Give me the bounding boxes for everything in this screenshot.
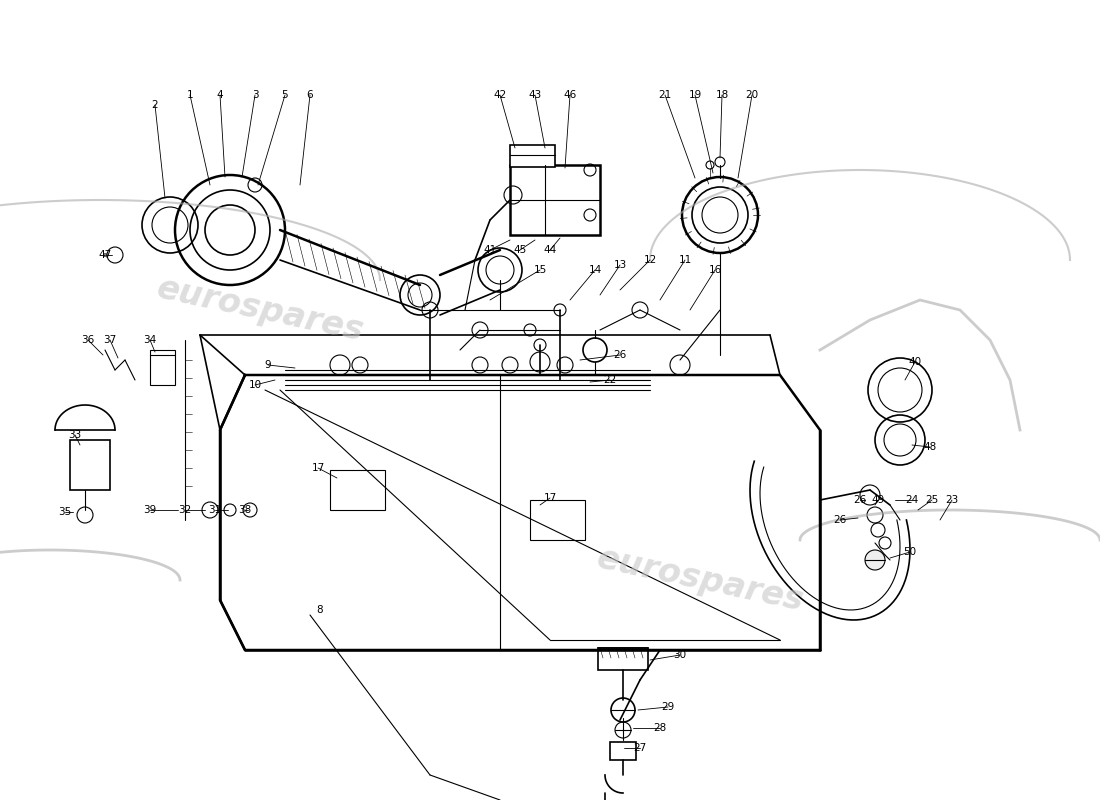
- Text: 30: 30: [673, 650, 686, 660]
- Text: 6: 6: [307, 90, 314, 100]
- Text: 9: 9: [265, 360, 272, 370]
- Text: 26: 26: [614, 350, 627, 360]
- Text: 17: 17: [543, 493, 557, 503]
- Text: 28: 28: [653, 723, 667, 733]
- Text: 3: 3: [252, 90, 258, 100]
- Text: 11: 11: [679, 255, 692, 265]
- Bar: [530, 500, 585, 540]
- Text: 39: 39: [143, 505, 156, 515]
- Text: 37: 37: [103, 335, 117, 345]
- Bar: [598, 648, 648, 670]
- Bar: [330, 470, 385, 510]
- Text: 33: 33: [68, 430, 81, 440]
- Text: 31: 31: [208, 505, 221, 515]
- Text: 35: 35: [58, 507, 72, 517]
- Bar: [510, 145, 556, 167]
- Text: 21: 21: [659, 90, 672, 100]
- Text: e: e: [103, 252, 107, 258]
- Text: 32: 32: [178, 505, 191, 515]
- Text: 14: 14: [588, 265, 602, 275]
- Text: 24: 24: [905, 495, 918, 505]
- Text: 12: 12: [644, 255, 657, 265]
- Text: eurospares: eurospares: [153, 272, 366, 348]
- Text: 44: 44: [543, 245, 557, 255]
- Text: 17: 17: [311, 463, 324, 473]
- Text: 46: 46: [563, 90, 576, 100]
- Text: 10: 10: [249, 380, 262, 390]
- Text: 49: 49: [871, 495, 884, 505]
- Text: 36: 36: [81, 335, 95, 345]
- Text: 5: 5: [282, 90, 288, 100]
- Text: 19: 19: [689, 90, 702, 100]
- Text: 18: 18: [715, 90, 728, 100]
- Text: 22: 22: [604, 375, 617, 385]
- Bar: [150, 350, 175, 385]
- Text: 27: 27: [634, 743, 647, 753]
- Text: 47: 47: [98, 250, 111, 260]
- Text: 15: 15: [534, 265, 547, 275]
- Text: 16: 16: [708, 265, 722, 275]
- Text: 38: 38: [239, 505, 252, 515]
- Text: 29: 29: [661, 702, 674, 712]
- Text: 26: 26: [834, 515, 847, 525]
- Bar: [610, 742, 636, 760]
- Text: 25: 25: [925, 495, 938, 505]
- Bar: [510, 165, 600, 235]
- Text: 8: 8: [317, 605, 323, 615]
- Text: 41: 41: [483, 245, 496, 255]
- Text: eurospares: eurospares: [593, 542, 806, 618]
- Text: 26: 26: [854, 495, 867, 505]
- Text: 43: 43: [528, 90, 541, 100]
- Text: 42: 42: [494, 90, 507, 100]
- Text: 4: 4: [217, 90, 223, 100]
- Text: 48: 48: [923, 442, 936, 452]
- Text: 34: 34: [143, 335, 156, 345]
- Text: 2: 2: [152, 100, 158, 110]
- Text: 1: 1: [187, 90, 194, 100]
- Text: 50: 50: [903, 547, 916, 557]
- Text: 13: 13: [614, 260, 627, 270]
- Text: 20: 20: [746, 90, 759, 100]
- Text: 40: 40: [909, 357, 922, 367]
- Bar: [70, 440, 110, 490]
- Text: 45: 45: [514, 245, 527, 255]
- Circle shape: [865, 550, 886, 570]
- Text: 23: 23: [945, 495, 958, 505]
